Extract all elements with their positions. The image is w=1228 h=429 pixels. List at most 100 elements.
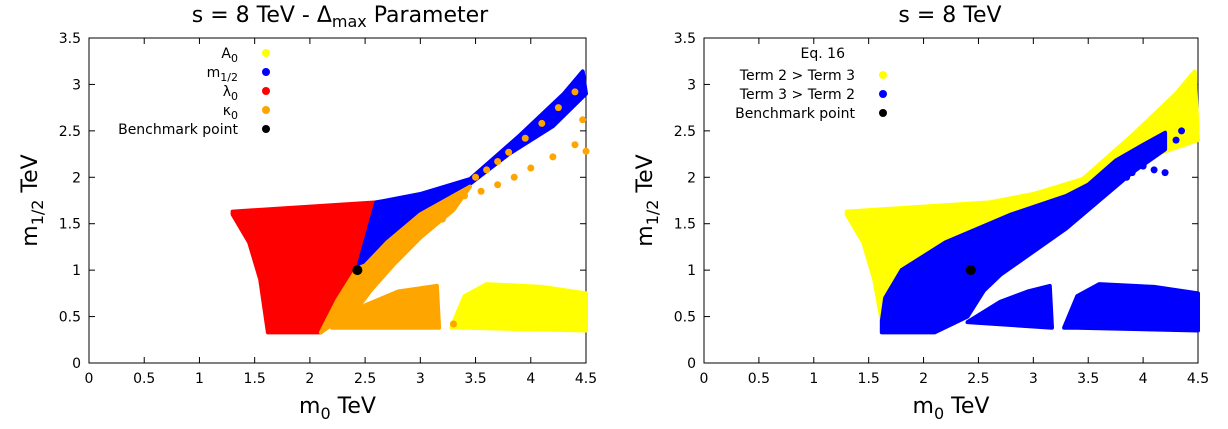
data-point: [1150, 166, 1158, 174]
x-tick-label: 1.5: [858, 371, 880, 387]
x-tick-label: 3: [416, 371, 425, 387]
legend-label: A0: [221, 46, 238, 65]
data-point: [571, 88, 579, 96]
legend-label: κ0: [223, 103, 238, 122]
region--0: [330, 283, 442, 330]
x-tick-label: 4: [1139, 371, 1148, 387]
y-tick-label: 3.5: [674, 31, 696, 47]
y-tick-label: 2.5: [59, 124, 81, 140]
region-a0: [449, 282, 588, 333]
plot-frame: [703, 37, 1199, 364]
chart-eq16-terms: s = 8 TeV 0 0.5 1 1.5 2 2.5 3 3.5 4 4.5 0 0.5 1 1.5 2 2…: [633, 3, 1209, 423]
benchmark-point: [965, 265, 976, 276]
legend-marker: [879, 90, 887, 98]
legend-label: m1/2: [207, 65, 238, 84]
region-term-3-term-2: [879, 130, 1168, 335]
y-tick-label: 2: [687, 170, 696, 186]
y-tick-label: 0.5: [674, 310, 696, 326]
data-point: [1123, 173, 1131, 181]
y-tick-label: 1: [687, 263, 696, 279]
data-point: [461, 192, 469, 200]
x-tick-label: 4.5: [575, 371, 597, 387]
y-tick-label: 1.5: [59, 217, 81, 233]
chart-title: s = 8 TeV: [898, 3, 1001, 28]
data-point: [1172, 136, 1180, 144]
x-tick-label: 3.5: [1077, 371, 1099, 387]
y-axis-label: m1/2 TeV: [18, 154, 47, 246]
x-tick-label: 4: [526, 371, 535, 387]
data-point: [1128, 169, 1136, 177]
legend-marker: [262, 49, 270, 57]
y-tick-label: 1.5: [674, 217, 696, 233]
legend-title: Eq. 16: [801, 46, 846, 62]
data-point: [579, 116, 587, 124]
x-tick-label: 3: [1029, 371, 1038, 387]
data-point: [494, 158, 502, 165]
data-point: [1112, 178, 1120, 186]
data-point: [449, 320, 457, 328]
legend-marker: [262, 106, 270, 114]
x-tick-label: 1: [809, 371, 818, 387]
plot-frame: [88, 37, 587, 364]
y-tick-label: 3: [72, 77, 81, 93]
legend-marker: [262, 87, 270, 95]
data-point: [549, 153, 557, 161]
legend-marker: [879, 71, 887, 79]
region--0: [318, 184, 472, 335]
data-point: [1161, 169, 1169, 177]
data-point: [505, 148, 513, 156]
data-point: [554, 104, 562, 112]
legend-label: λ0: [223, 84, 238, 103]
data-point: [582, 147, 590, 155]
data-point: [483, 166, 491, 174]
y-tick-label: 2.5: [674, 124, 696, 140]
data-point: [538, 119, 546, 127]
y-axis-label: m1/2 TeV: [633, 154, 662, 246]
x-tick-label: 3.5: [464, 371, 486, 387]
x-tick-label: 2: [919, 371, 928, 387]
data-point: [438, 215, 446, 223]
legend-label: Term 3 > Term 2: [739, 87, 855, 103]
y-tick-label: 1: [72, 263, 81, 279]
legend-marker: [262, 68, 270, 76]
legend-label: Benchmark point: [735, 106, 855, 122]
legend-marker: [262, 125, 270, 133]
data-point: [494, 181, 502, 189]
x-axis-label: m0 TeV: [299, 394, 376, 423]
y-tick-label: 2: [72, 170, 81, 186]
chart-delta-max-parameter: s = 8 TeV - Δmax Parameter 0 0.5 1 1.5 2 2.5 3…: [18, 3, 597, 423]
data-point: [1139, 162, 1147, 170]
x-tick-label: 1.5: [244, 371, 266, 387]
benchmark-point: [352, 265, 363, 276]
data-point: [521, 134, 529, 142]
y-tick-label: 0: [687, 356, 696, 372]
data-point: [571, 141, 579, 149]
data-point: [527, 164, 535, 172]
x-tick-label: 0: [700, 371, 709, 387]
x-tick-label: 2.5: [354, 371, 376, 387]
y-tick-label: 0.5: [59, 310, 81, 326]
data-point: [472, 173, 480, 181]
region-term-3-term-2: [965, 283, 1054, 330]
x-tick-label: 2: [305, 371, 314, 387]
y-tick-label: 0: [72, 356, 81, 372]
region-term-3-term-2: [1062, 282, 1200, 333]
data-point: [510, 173, 518, 181]
x-tick-label: 1: [195, 371, 204, 387]
data-point: [449, 199, 457, 207]
x-tick-label: 2.5: [967, 371, 989, 387]
x-tick-label: 0.5: [133, 371, 155, 387]
legend-label: Benchmark point: [118, 122, 238, 138]
legend-label: Term 2 > Term 3: [739, 68, 855, 84]
legend-marker: [879, 109, 887, 117]
x-tick-label: 0: [85, 371, 94, 387]
y-tick-label: 3.5: [59, 31, 81, 47]
data-point: [1178, 127, 1186, 135]
data-point: [1095, 192, 1103, 200]
x-tick-label: 0.5: [748, 371, 770, 387]
chart-title: s = 8 TeV - Δmax Parameter: [192, 3, 489, 31]
x-axis-label: m0 TeV: [913, 394, 990, 423]
x-tick-label: 4.5: [1187, 371, 1209, 387]
y-tick-label: 3: [687, 77, 696, 93]
